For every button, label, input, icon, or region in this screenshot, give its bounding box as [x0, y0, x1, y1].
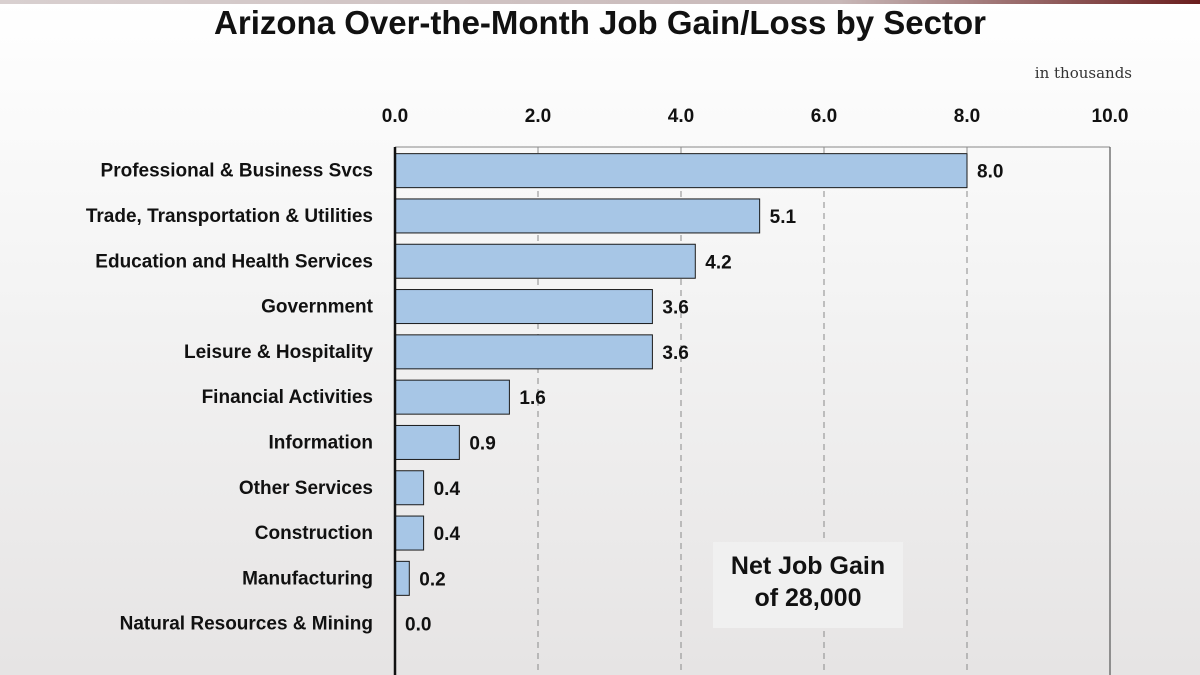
data-label: 0.9 [469, 433, 495, 454]
data-label: 0.0 [405, 615, 431, 636]
category-label: Construction [255, 523, 373, 544]
bar [394, 560, 410, 596]
bar [394, 153, 968, 189]
axes [393, 146, 1111, 675]
category-label: Financial Activities [202, 387, 373, 408]
chart-title: Arizona Over-the-Month Job Gain/Loss by … [214, 4, 986, 41]
x-tick-label: 0.0 [382, 106, 408, 127]
category-label: Natural Resources & Mining [120, 614, 373, 635]
bar [394, 289, 653, 325]
x-tick-label: 2.0 [525, 106, 551, 127]
category-label: Other Services [239, 478, 373, 499]
net-job-gain-callout: Net Job Gain of 28,000 [713, 542, 903, 628]
data-label: 1.6 [519, 388, 545, 409]
bar [394, 334, 653, 370]
data-label: 0.2 [419, 569, 445, 590]
category-label: Government [261, 297, 374, 318]
x-tick-label: 6.0 [811, 106, 837, 127]
units-note: in thousands [1034, 64, 1132, 82]
bars [394, 153, 968, 596]
bar [394, 424, 460, 460]
bar [394, 198, 761, 234]
bar [394, 515, 425, 551]
data-label: 8.0 [977, 162, 1003, 183]
bar [394, 379, 510, 415]
data-label: 0.4 [434, 479, 461, 500]
category-label: Trade, Transportation & Utilities [86, 206, 373, 227]
data-label: 3.6 [662, 298, 688, 319]
labels: 0.0 2.0 4.0 6.0 8.0 10.0 8.0 Professional & Bus… [86, 106, 1129, 636]
bar [394, 243, 696, 279]
category-label: Professional & Business Svcs [101, 161, 373, 182]
category-label: Leisure & Hospitality [184, 342, 373, 363]
bar [394, 470, 425, 506]
data-label: 0.4 [434, 524, 461, 545]
callout-line-2: of 28,000 [754, 584, 862, 612]
category-label: Manufacturing [242, 568, 373, 589]
top-band [0, 0, 1200, 4]
x-tick-label: 10.0 [1092, 106, 1129, 127]
category-label: Information [269, 432, 374, 453]
category-label: Education and Health Services [95, 251, 373, 272]
data-label: 5.1 [770, 207, 797, 228]
data-label: 4.2 [705, 252, 731, 273]
callout-line-1: Net Job Gain [730, 552, 886, 580]
data-label: 3.6 [662, 343, 688, 364]
x-tick-label: 4.0 [668, 106, 694, 127]
x-tick-label: 8.0 [954, 106, 980, 127]
